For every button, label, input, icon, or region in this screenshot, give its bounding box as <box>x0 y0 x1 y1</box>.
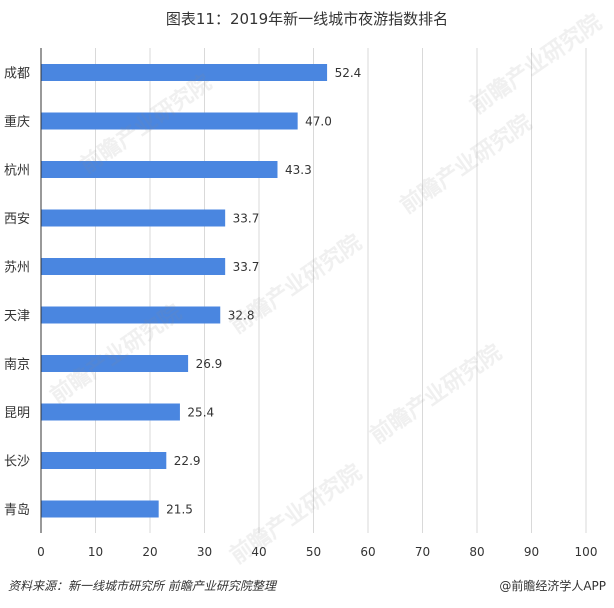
category-label: 天津 <box>4 309 30 324</box>
value-label: 43.3 <box>285 163 312 177</box>
x-tick-label: 30 <box>197 545 212 559</box>
category-label: 重庆 <box>4 114 30 130</box>
source-note: 资料来源：新一线城市研究所 前瞻产业研究院整理 <box>8 579 276 593</box>
x-tick-label: 90 <box>524 545 539 559</box>
bar <box>41 306 221 324</box>
bar-chart: 52.4 47.0 43.3 33.7 33.7 32.8 26.9 25.4 22.9 21.5… <box>4 48 597 559</box>
value-label: 47.0 <box>305 115 332 129</box>
x-tick-label: 70 <box>415 545 430 559</box>
x-tick-label: 50 <box>306 545 321 559</box>
category-label: 长沙 <box>4 455 30 470</box>
x-axis-ticks: 0 10 20 30 40 50 60 70 80 90 100 <box>37 545 597 559</box>
value-label: 22.9 <box>174 454 201 468</box>
x-tick-label: 60 <box>360 545 375 559</box>
x-tick-label: 0 <box>37 545 45 559</box>
bar <box>41 452 167 469</box>
bar <box>41 161 278 178</box>
bar <box>41 500 159 518</box>
chart-title: 图表11：2019年新一线城市夜游指数排名 <box>165 10 449 28</box>
category-label: 昆明 <box>4 406 30 421</box>
bar <box>41 64 328 81</box>
x-tick-label: 80 <box>469 545 484 559</box>
x-tick-label: 40 <box>251 545 266 559</box>
bar <box>41 403 180 421</box>
bar <box>41 355 189 372</box>
credit-note: @前瞻经济学人APP <box>499 579 606 593</box>
category-label: 南京 <box>4 357 30 373</box>
bars <box>41 64 328 518</box>
bar <box>41 112 298 130</box>
category-label: 青岛 <box>4 502 30 518</box>
category-label: 杭州 <box>4 164 30 179</box>
value-label: 52.4 <box>335 66 362 80</box>
x-tick-label: 10 <box>88 545 103 559</box>
value-label: 26.9 <box>196 357 223 371</box>
x-tick-label: 100 <box>575 545 598 559</box>
bar <box>41 209 226 227</box>
value-label: 25.4 <box>187 406 214 420</box>
category-label: 苏州 <box>4 260 30 276</box>
value-label: 33.7 <box>233 212 260 226</box>
value-label: 33.7 <box>233 260 260 274</box>
x-tick-label: 20 <box>142 545 157 559</box>
value-label: 32.8 <box>228 309 255 323</box>
value-label: 21.5 <box>166 503 193 517</box>
category-label: 成都 <box>4 67 30 82</box>
bar <box>41 258 226 275</box>
value-labels: 52.4 47.0 43.3 33.7 33.7 32.8 26.9 25.4 22.9 21.5 <box>166 66 361 517</box>
category-label: 西安 <box>4 212 30 227</box>
